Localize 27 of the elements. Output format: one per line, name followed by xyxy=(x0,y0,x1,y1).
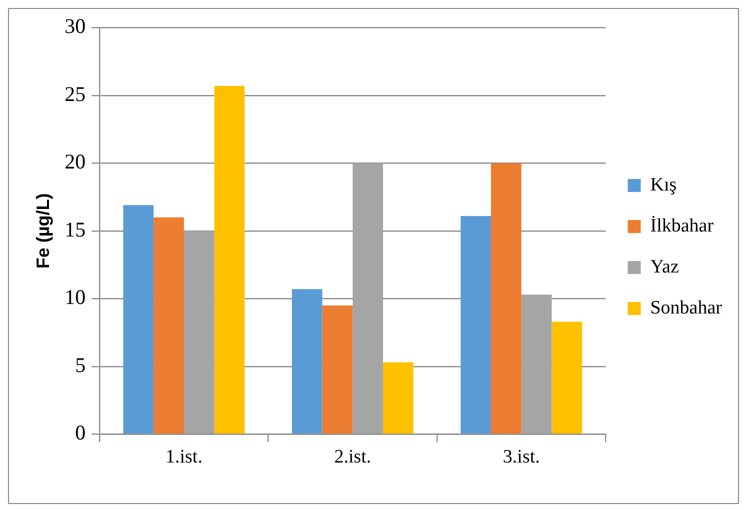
y-tick-label: 15 xyxy=(64,217,86,242)
bar xyxy=(184,230,214,434)
y-tick-label: 30 xyxy=(64,14,86,38)
legend-label: İlkbahar xyxy=(650,215,714,236)
legend-label: Yaz xyxy=(650,256,679,278)
y-tick-label: 20 xyxy=(64,150,86,174)
y-tick-label: 5 xyxy=(75,352,86,377)
bar xyxy=(214,86,245,434)
bar xyxy=(154,217,184,434)
bar xyxy=(383,362,414,434)
y-tick-label: 0 xyxy=(75,420,86,445)
bar xyxy=(352,163,384,434)
bar xyxy=(292,289,322,434)
bar xyxy=(123,205,154,434)
legend-label: Sonbahar xyxy=(650,297,723,318)
bar xyxy=(491,163,522,434)
bar xyxy=(552,322,582,434)
legend-label: Kış xyxy=(650,174,677,196)
y-tick-label: 10 xyxy=(64,285,86,310)
y-axis-title: Fe (µg/L) xyxy=(32,193,53,269)
x-tick-label: 3.ist. xyxy=(502,446,540,468)
x-tick-label: 1.ist. xyxy=(165,446,202,468)
bar xyxy=(521,294,552,434)
y-tick-label: 25 xyxy=(64,82,86,106)
x-tick-label: 2.ist. xyxy=(334,446,372,468)
bar xyxy=(322,305,353,434)
bar xyxy=(460,216,492,434)
